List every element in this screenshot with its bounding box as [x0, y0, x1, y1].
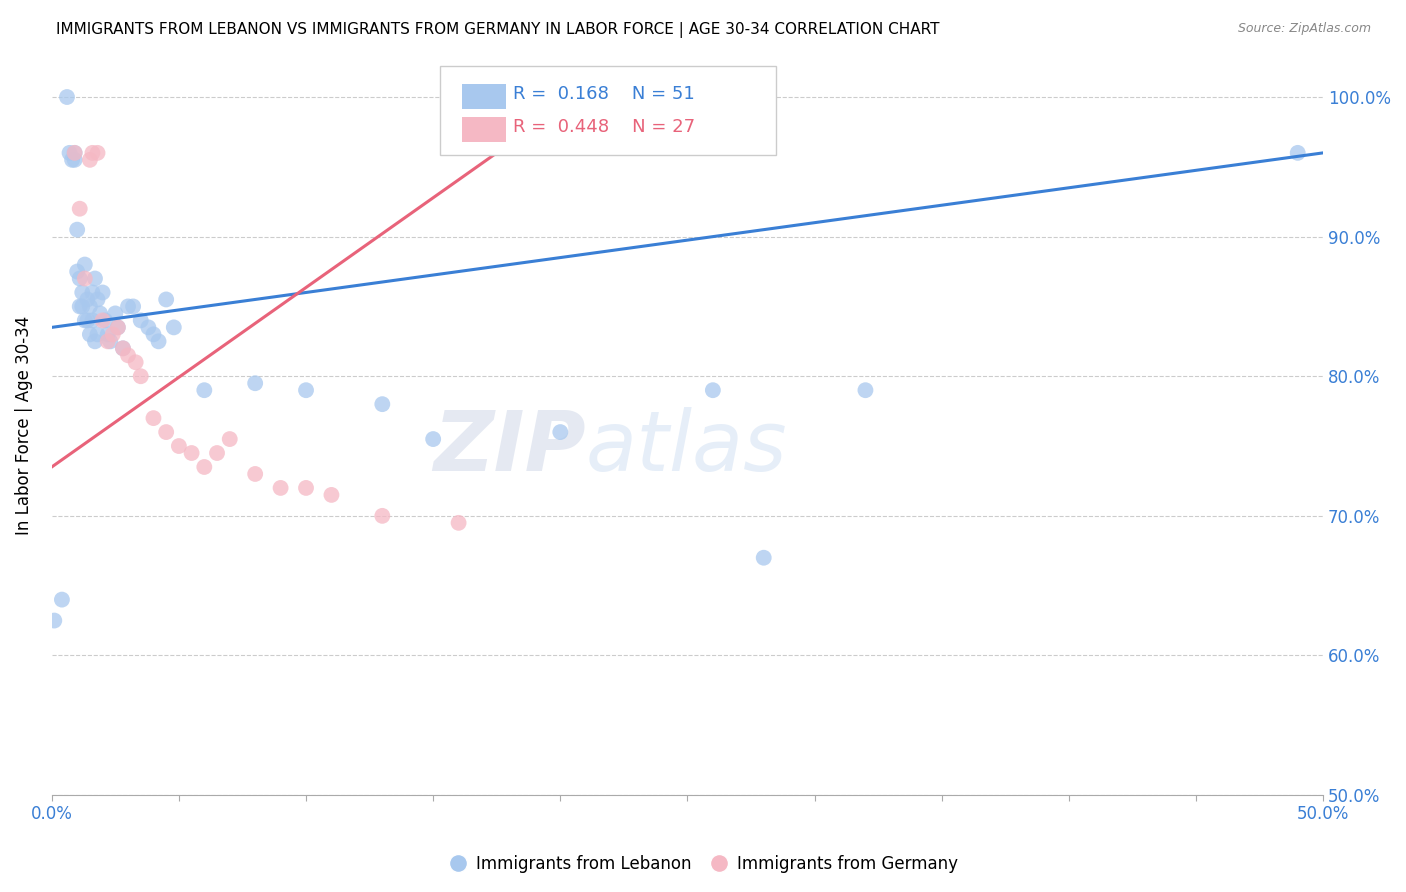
Point: [89, 306, 111, 320]
Point: [752, 550, 775, 565]
Point: [193, 460, 215, 475]
Point: [129, 369, 152, 384]
FancyBboxPatch shape: [463, 84, 506, 109]
Text: R =  0.448    N = 27: R = 0.448 N = 27: [513, 118, 696, 136]
Point: [60, 153, 83, 167]
Point: [148, 334, 170, 349]
Text: ZIP: ZIP: [433, 407, 586, 488]
Point: [142, 327, 165, 342]
Point: [167, 439, 190, 453]
Point: [84, 271, 107, 285]
Point: [371, 508, 394, 523]
Legend: Immigrants from Lebanon, Immigrants from Germany: Immigrants from Lebanon, Immigrants from…: [441, 848, 965, 880]
Point: [44, 614, 66, 628]
Point: [69, 271, 91, 285]
Point: [72, 285, 94, 300]
Text: atlas: atlas: [586, 407, 787, 488]
Point: [180, 446, 202, 460]
Text: Source: ZipAtlas.com: Source: ZipAtlas.com: [1237, 22, 1371, 36]
Text: R =  0.168    N = 51: R = 0.168 N = 51: [513, 86, 695, 103]
Point: [73, 313, 96, 327]
Point: [155, 293, 177, 307]
Y-axis label: In Labor Force | Age 30-34: In Labor Force | Age 30-34: [15, 316, 32, 534]
Point: [82, 313, 104, 327]
Point: [205, 446, 228, 460]
Point: [91, 313, 114, 327]
Point: [76, 313, 98, 327]
Text: IMMIGRANTS FROM LEBANON VS IMMIGRANTS FROM GERMANY IN LABOR FORCE | AGE 30-34 CO: IMMIGRANTS FROM LEBANON VS IMMIGRANTS FR…: [56, 22, 939, 38]
Point: [91, 285, 114, 300]
Point: [855, 383, 877, 397]
Point: [63, 153, 86, 167]
Point: [1286, 145, 1309, 160]
Point: [243, 376, 266, 391]
Point: [86, 293, 108, 307]
Point: [63, 145, 86, 160]
Point: [142, 411, 165, 425]
Point: [129, 313, 152, 327]
Point: [97, 334, 120, 349]
Point: [295, 481, 318, 495]
Point: [193, 383, 215, 397]
Point: [104, 306, 127, 320]
Point: [56, 90, 79, 104]
Point: [447, 516, 470, 530]
Point: [422, 432, 444, 446]
Point: [122, 300, 145, 314]
Point: [107, 320, 129, 334]
Point: [69, 300, 91, 314]
Point: [107, 320, 129, 334]
Point: [73, 258, 96, 272]
Point: [79, 153, 101, 167]
Point: [111, 341, 134, 355]
Point: [124, 355, 146, 369]
Point: [97, 327, 120, 342]
Point: [63, 145, 86, 160]
Point: [82, 285, 104, 300]
FancyBboxPatch shape: [463, 117, 506, 142]
Point: [101, 327, 124, 342]
Point: [84, 334, 107, 349]
Point: [155, 425, 177, 439]
Point: [51, 592, 73, 607]
Point: [702, 383, 724, 397]
Point: [243, 467, 266, 481]
Point: [79, 327, 101, 342]
Point: [69, 202, 91, 216]
Point: [66, 222, 89, 236]
Point: [321, 488, 343, 502]
Point: [117, 348, 139, 362]
Point: [73, 271, 96, 285]
Point: [79, 300, 101, 314]
FancyBboxPatch shape: [440, 66, 776, 155]
Point: [163, 320, 186, 334]
Point: [58, 145, 80, 160]
Point: [66, 264, 89, 278]
Point: [86, 327, 108, 342]
Point: [86, 145, 108, 160]
Point: [76, 293, 98, 307]
Point: [117, 300, 139, 314]
Point: [371, 397, 394, 411]
Point: [295, 383, 318, 397]
Point: [82, 145, 104, 160]
Point: [270, 481, 292, 495]
Point: [94, 313, 117, 327]
Point: [98, 334, 121, 349]
Point: [111, 341, 134, 355]
Point: [138, 320, 160, 334]
Point: [550, 425, 572, 439]
Point: [72, 300, 94, 314]
Point: [218, 432, 240, 446]
